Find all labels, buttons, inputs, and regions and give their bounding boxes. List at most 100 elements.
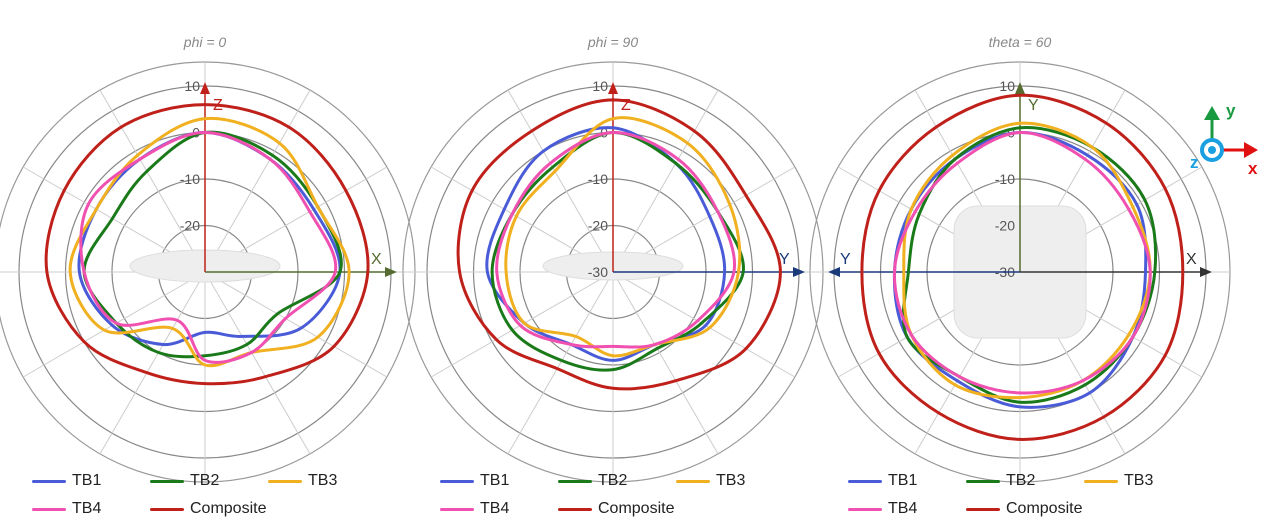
legend-swatch bbox=[440, 479, 474, 483]
legend-swatch bbox=[32, 507, 66, 511]
legend-swatch bbox=[558, 479, 592, 483]
grid-spoke bbox=[612, 89, 719, 273]
legend-swatch bbox=[676, 479, 710, 483]
r-tick-label: -10 bbox=[995, 171, 1015, 187]
series-tb3 bbox=[504, 116, 742, 358]
series-composite bbox=[456, 98, 782, 391]
right-axis-arrow-icon bbox=[793, 267, 805, 277]
legend-item-tb4: TB4 bbox=[440, 500, 509, 518]
r-tick-label: 10 bbox=[592, 78, 608, 94]
legend-label: Composite bbox=[190, 500, 267, 517]
legend-label: Composite bbox=[598, 500, 675, 517]
legend-label: TB2 bbox=[1006, 472, 1036, 489]
legend-swatch bbox=[966, 479, 1000, 483]
grid-spoke bbox=[99, 89, 206, 273]
legend-item-tb1: TB1 bbox=[440, 472, 509, 490]
legend-swatch bbox=[150, 507, 184, 511]
grid-spoke bbox=[204, 271, 388, 378]
legend-label: TB1 bbox=[888, 472, 918, 489]
legend-label: TB3 bbox=[716, 472, 746, 489]
up-axis-label: Y bbox=[1028, 97, 1039, 114]
grid-spoke bbox=[507, 271, 614, 455]
r-tick-label: -10 bbox=[180, 171, 200, 187]
up-axis-arrow-icon bbox=[200, 82, 210, 94]
series-tb3 bbox=[68, 116, 351, 368]
series-tb2 bbox=[82, 130, 343, 359]
legend-label: TB2 bbox=[190, 472, 220, 489]
legend-label: TB4 bbox=[480, 500, 510, 517]
legend-swatch bbox=[848, 479, 882, 483]
z-axis-label: z bbox=[1190, 153, 1199, 172]
series-tb2 bbox=[901, 126, 1158, 404]
x-axis-label: x bbox=[1248, 159, 1258, 176]
legend-label: TB4 bbox=[888, 500, 918, 517]
y-axis-label: y bbox=[1226, 101, 1236, 120]
series-composite bbox=[860, 93, 1185, 441]
right-axis-label: X bbox=[371, 251, 382, 268]
r-tick-label: 10 bbox=[184, 78, 200, 94]
right-axis-arrow-icon bbox=[385, 267, 397, 277]
right-axis-label: X bbox=[1186, 251, 1197, 268]
left-axis-arrow-icon bbox=[828, 267, 840, 277]
series-tb4 bbox=[892, 130, 1152, 395]
series-tb4 bbox=[79, 131, 338, 364]
legend-item-composite: Composite bbox=[966, 500, 1082, 518]
legend-swatch bbox=[268, 479, 302, 483]
grid-spoke bbox=[612, 271, 796, 378]
legend-item-tb4: TB4 bbox=[848, 500, 917, 518]
grid-spoke bbox=[430, 271, 614, 378]
left-axis-label: Y bbox=[840, 251, 851, 268]
legend-item-tb4: TB4 bbox=[32, 500, 101, 518]
legend-item-tb2: TB2 bbox=[558, 472, 627, 490]
legend-label: TB3 bbox=[308, 472, 338, 489]
chart-title-1: phi = 0 bbox=[183, 34, 227, 50]
grid-spoke bbox=[507, 89, 614, 273]
legend-item-tb3: TB3 bbox=[1084, 472, 1153, 490]
chart-title-2: phi = 90 bbox=[587, 34, 639, 50]
series-tb3 bbox=[902, 121, 1152, 400]
legend-item-tb2: TB2 bbox=[966, 472, 1035, 490]
up-axis-label: Z bbox=[621, 97, 631, 114]
legend-swatch bbox=[32, 479, 66, 483]
legend-label: Composite bbox=[1006, 500, 1083, 517]
series-tb1 bbox=[485, 126, 727, 362]
up-axis-arrow-icon bbox=[1015, 82, 1025, 94]
right-axis-label: Y bbox=[779, 251, 790, 268]
r-tick-label: -20 bbox=[995, 218, 1015, 234]
legend-item-tb3: TB3 bbox=[676, 472, 745, 490]
legend-label: TB1 bbox=[480, 472, 510, 489]
grid-spoke bbox=[612, 271, 719, 455]
legend-item-composite: Composite bbox=[558, 500, 674, 518]
legend-swatch bbox=[848, 507, 882, 511]
orientation-axes-icon: y x z bbox=[1190, 101, 1258, 176]
legend-label: TB1 bbox=[72, 472, 102, 489]
chart-title-3: theta = 60 bbox=[988, 34, 1052, 50]
r-tick-label: -20 bbox=[588, 218, 608, 234]
legend-item-tb1: TB1 bbox=[848, 472, 917, 490]
grid-spoke bbox=[22, 271, 206, 378]
right-axis-arrow-icon bbox=[1200, 267, 1212, 277]
legend-swatch bbox=[558, 507, 592, 511]
legend-label: TB4 bbox=[72, 500, 102, 517]
legend-swatch bbox=[966, 507, 1000, 511]
legend-swatch bbox=[440, 507, 474, 511]
r-tick-label: 10 bbox=[999, 78, 1015, 94]
up-axis-arrow-icon bbox=[608, 82, 618, 94]
grid-spoke bbox=[99, 271, 206, 455]
legend-label: TB2 bbox=[598, 472, 628, 489]
r-tick-label: -20 bbox=[180, 218, 200, 234]
legend-label: TB3 bbox=[1124, 472, 1154, 489]
r-tick-label: -10 bbox=[588, 171, 608, 187]
legend-item-tb2: TB2 bbox=[150, 472, 219, 490]
legend-item-tb3: TB3 bbox=[268, 472, 337, 490]
series-tb4 bbox=[495, 130, 737, 349]
grid-spoke bbox=[204, 89, 311, 273]
legend-swatch bbox=[1084, 479, 1118, 483]
legend-swatch bbox=[150, 479, 184, 483]
r-tick-label: -30 bbox=[588, 264, 608, 280]
grid-spoke bbox=[204, 271, 311, 455]
